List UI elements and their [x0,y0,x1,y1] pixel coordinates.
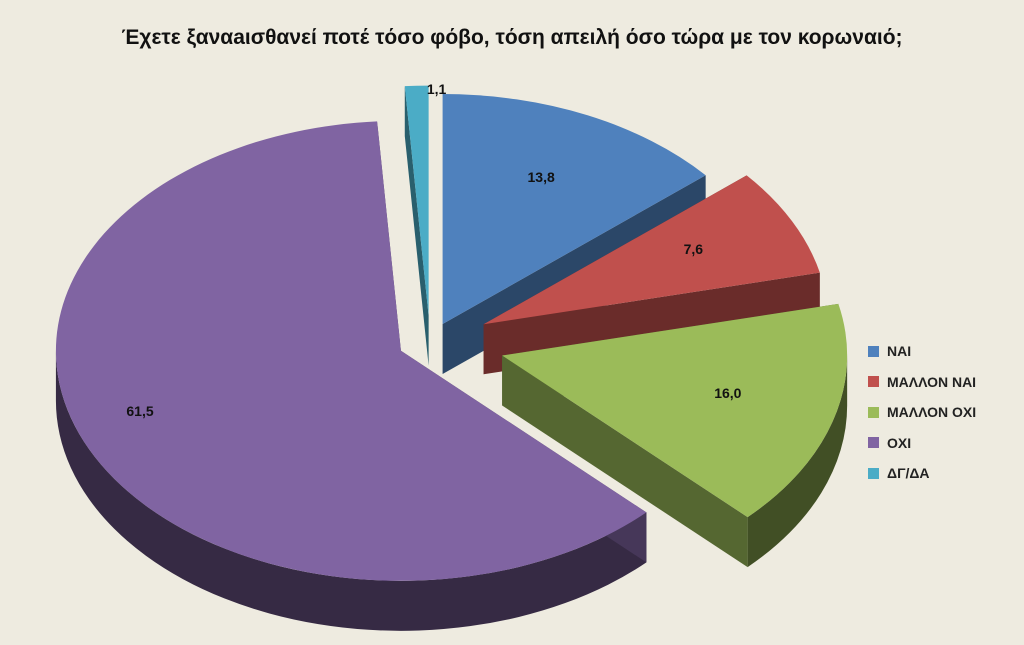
pie-slice-wall [55,350,647,631]
legend-label: ΔΓ/ΔΑ [887,465,930,482]
pie-slice-4 [55,121,647,581]
legend-label: ΟΧΙ [887,434,912,451]
legend-item-5: ΔΓ/ΔΑ [868,458,976,489]
legend-item-2: ΜΑΛΛΟΝ ΝΑΙ [868,367,976,398]
legend-label: ΜΑΛΛΟΝ ΟΧΙ [887,404,977,421]
data-label-4: 61,5 [126,403,153,419]
data-label-2: 7,6 [684,241,704,257]
legend-item-1: ΝΑΙ [868,336,976,367]
pie-slice-wall [747,355,848,568]
legend-swatch [868,467,879,479]
data-label-3: 16,0 [714,385,741,401]
pie-slice-3 [502,303,848,518]
pie-slice-side-5 [404,86,429,366]
data-label-5: 1,1 [427,81,447,97]
pie-slice-1 [442,94,706,325]
legend-item-4: ΟΧΙ [868,428,976,459]
pie-slice-cut-face [502,355,748,568]
data-label-1: 13,8 [528,169,555,185]
chart-legend: ΝΑΙ ΜΑΛΛΟΝ ΝΑΙ ΜΑΛΛΟΝ ΟΧΙ ΟΧΙ ΔΓ/ΔΑ [868,336,976,489]
pie-slice-5 [404,85,429,316]
legend-swatch [868,345,879,357]
legend-swatch [868,437,879,449]
pie-slice-2 [483,175,820,325]
legend-swatch [868,376,879,388]
legend-label: ΜΑΛΛΟΝ ΝΑΙ [887,373,977,390]
chart-title: Έχετε ξαναaισθανεί ποτέ τόσο φόβο, τόση … [121,26,903,49]
legend-swatch [868,406,879,418]
legend-label: ΝΑΙ [887,343,912,360]
pie-slice-cut-face [404,86,429,366]
legend-item-3: ΜΑΛΛΟΝ ΟΧΙ [868,397,976,428]
